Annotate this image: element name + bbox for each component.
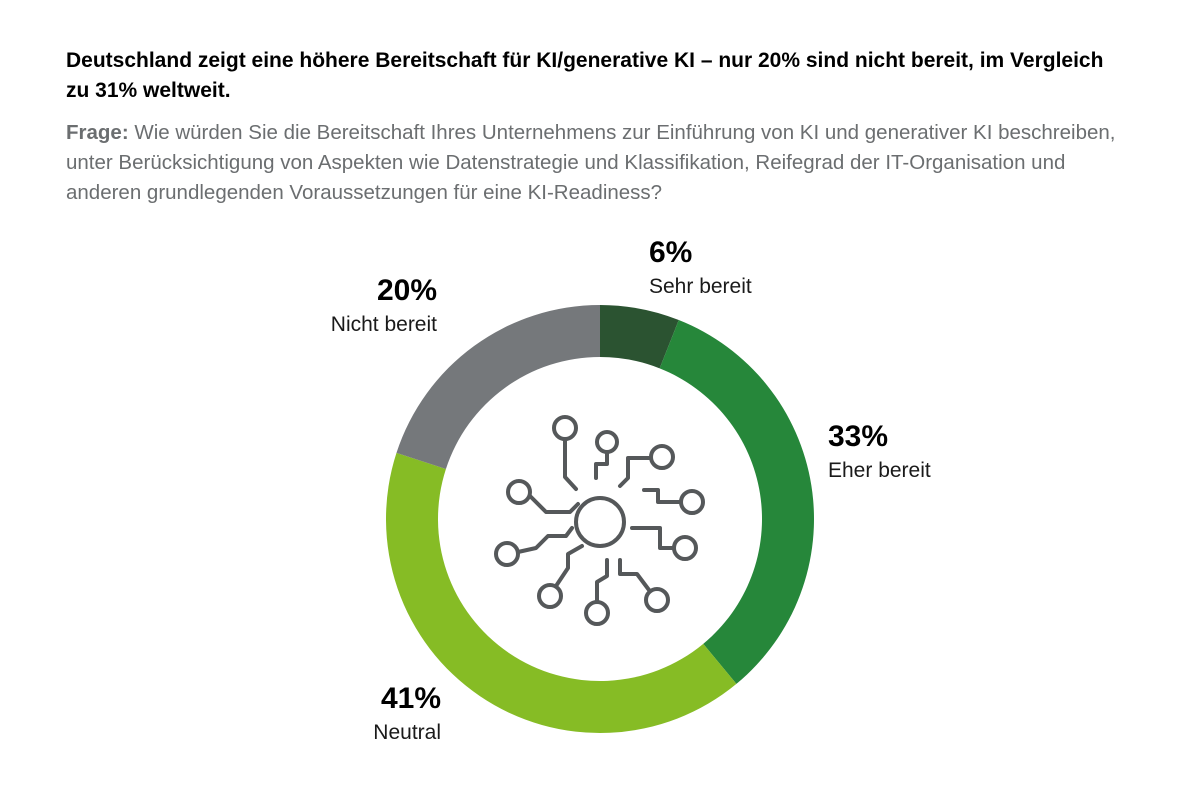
data-label-value: 20% <box>377 274 437 307</box>
data-label-category: Sehr bereit <box>649 275 752 298</box>
question-label: Frage: <box>66 121 129 144</box>
donut-labels: 6% Sehr bereit 33% Eher bereit 41% Neutral 20%… <box>331 236 931 744</box>
data-label-value: 6% <box>649 236 692 269</box>
data-label-value: 41% <box>381 682 441 715</box>
data-label-category: Neutral <box>373 721 441 744</box>
slice-sehr-bereit <box>600 305 679 369</box>
chart-title: Deutschland zeigt eine höhere Bereitscha… <box>66 49 1104 102</box>
question-text: Frage: Wie würden Sie die Bereitschaft I… <box>66 118 1146 208</box>
question-body: Wie würden Sie die Bereitschaft Ihres Un… <box>66 121 1116 204</box>
data-label-category: Nicht bereit <box>331 313 437 336</box>
slice-eher-bereit <box>659 320 814 684</box>
slice-neutral <box>386 452 737 733</box>
data-label-category: Eher bereit <box>828 459 931 482</box>
slice-nicht-bereit <box>396 305 600 469</box>
data-label-value: 33% <box>828 420 888 453</box>
ai-network-chip-icon <box>494 415 705 626</box>
donut-slices <box>386 305 814 733</box>
